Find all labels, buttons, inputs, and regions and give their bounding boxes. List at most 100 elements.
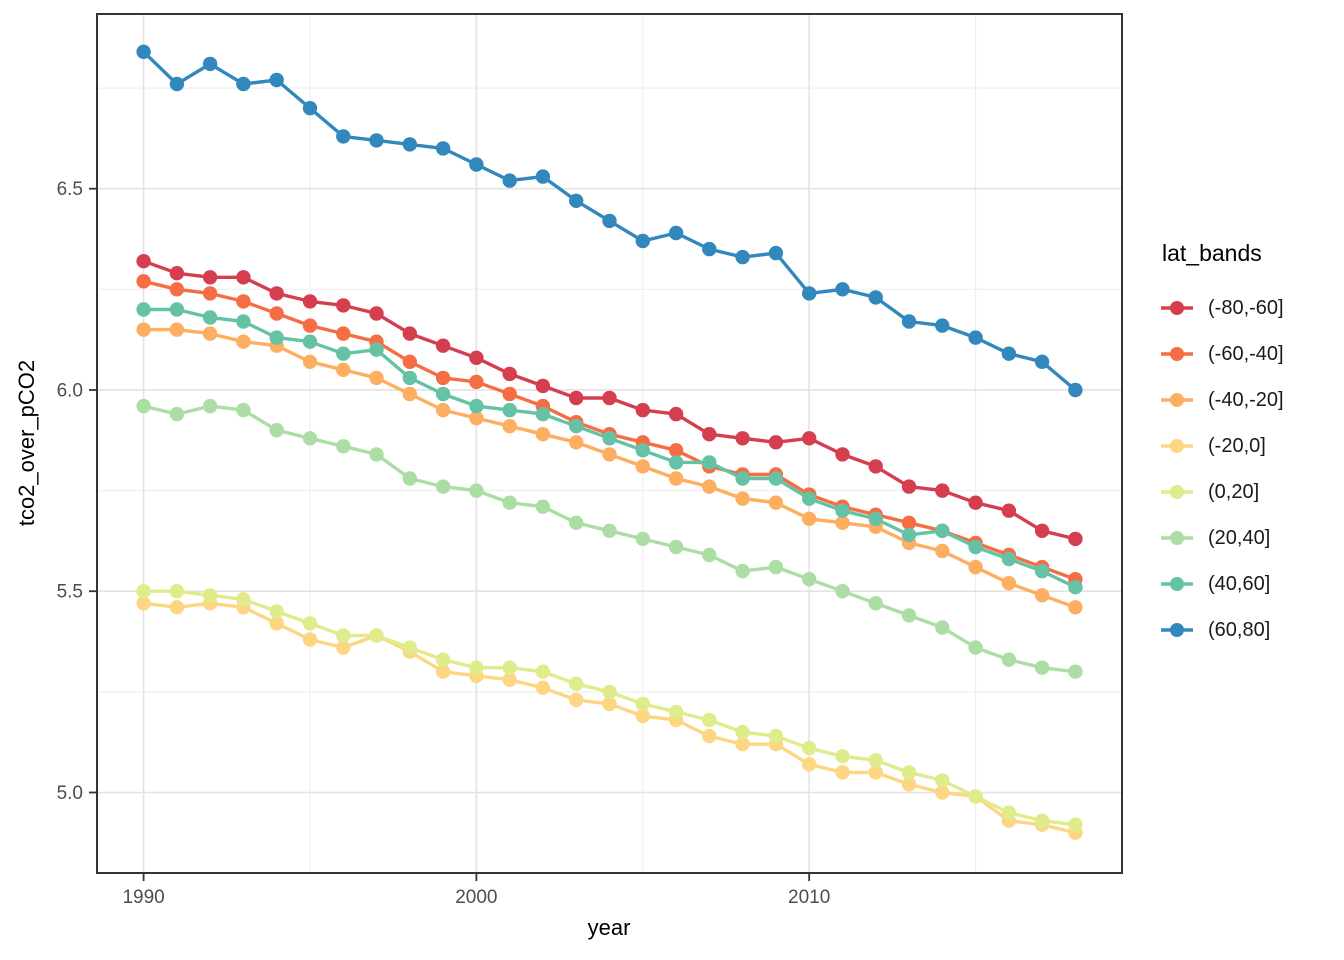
data-point <box>968 495 983 510</box>
data-point <box>1001 576 1017 591</box>
data-point <box>402 640 417 655</box>
data-point <box>735 471 750 486</box>
data-point <box>435 386 451 402</box>
legend-row: (60,80] <box>1156 607 1342 653</box>
data-point <box>136 322 151 337</box>
data-point <box>469 660 484 675</box>
data-point <box>402 137 417 152</box>
data-point <box>868 290 883 305</box>
legend: lat_bands (-80,-60] (-60,-40] (-40,-20] (-2… <box>1156 240 1342 653</box>
data-point <box>269 604 284 619</box>
data-point <box>1034 563 1050 579</box>
legend-row: (-40,-20] <box>1156 377 1342 423</box>
data-point <box>735 491 750 506</box>
data-point <box>835 282 850 297</box>
y-tick-label: 5.5 <box>57 582 83 603</box>
data-point <box>169 600 185 615</box>
data-point <box>1034 354 1050 369</box>
data-point <box>169 76 185 92</box>
data-point <box>202 326 218 341</box>
legend-key-icon <box>1161 531 1193 545</box>
data-point <box>968 789 983 804</box>
data-point <box>535 664 551 679</box>
data-point <box>768 435 784 450</box>
data-point <box>835 515 850 530</box>
data-point <box>402 370 417 386</box>
data-point <box>901 479 917 494</box>
data-point <box>935 773 950 788</box>
data-point <box>169 584 185 599</box>
y-tick-label: 6.0 <box>57 380 83 401</box>
data-point <box>668 704 684 720</box>
legend-row: (-20,0] <box>1156 423 1342 469</box>
legend-entries: (-80,-60] (-60,-40] (-40,-20] (-20,0] (0,20]… <box>1156 285 1342 653</box>
data-point <box>702 241 717 257</box>
data-point <box>935 523 950 538</box>
data-point <box>469 374 484 390</box>
data-point <box>768 559 784 575</box>
data-point <box>336 326 351 341</box>
data-point <box>702 712 717 728</box>
data-point <box>835 584 850 599</box>
data-point <box>469 410 484 426</box>
data-point <box>935 620 950 635</box>
data-point <box>602 431 617 446</box>
data-point <box>901 608 917 623</box>
data-point <box>502 419 517 434</box>
data-point <box>502 366 517 382</box>
x-tick-label: 2010 <box>788 887 830 908</box>
data-point <box>202 56 218 72</box>
data-point <box>302 632 318 647</box>
data-point <box>535 406 551 422</box>
data-point <box>602 684 617 700</box>
data-point <box>435 664 451 679</box>
data-point <box>302 294 318 309</box>
data-point <box>302 431 318 446</box>
data-point <box>569 193 584 208</box>
legend-label: (-40,-20] <box>1208 388 1284 411</box>
data-point <box>1068 600 1083 615</box>
x-tick-label: 1990 <box>122 887 164 908</box>
data-point <box>1001 805 1017 820</box>
x-axis-title: year <box>587 915 631 940</box>
data-point <box>1034 523 1050 538</box>
data-point <box>802 286 817 301</box>
data-point <box>169 266 185 281</box>
legend-label: (-20,0] <box>1208 434 1266 457</box>
legend-row: (-60,-40] <box>1156 331 1342 377</box>
data-point <box>602 447 617 462</box>
legend-key-icon <box>1161 347 1193 361</box>
data-point <box>236 314 251 329</box>
data-point <box>1034 813 1050 828</box>
data-point <box>236 294 251 309</box>
data-point <box>302 354 318 369</box>
data-point <box>668 539 684 555</box>
legend-label: (40,60] <box>1208 572 1271 595</box>
data-point <box>668 406 684 422</box>
data-point <box>469 483 484 498</box>
data-point <box>935 785 950 800</box>
data-point <box>835 447 850 462</box>
data-point <box>835 749 850 764</box>
data-point <box>768 495 784 510</box>
data-point <box>535 378 551 394</box>
data-point <box>269 423 284 438</box>
data-point <box>702 547 717 563</box>
data-point <box>402 386 417 402</box>
data-point <box>269 330 284 345</box>
data-point <box>868 459 883 474</box>
data-point <box>1001 652 1017 667</box>
data-point <box>502 672 517 687</box>
data-point <box>302 318 318 333</box>
data-point <box>868 511 883 526</box>
data-point <box>136 44 151 59</box>
data-point <box>236 592 251 607</box>
data-point <box>202 310 218 325</box>
data-point <box>802 491 817 506</box>
data-point <box>236 76 251 92</box>
data-point <box>1068 531 1083 547</box>
data-point <box>236 334 251 349</box>
data-point <box>735 737 750 752</box>
legend-key-icon <box>1161 439 1193 453</box>
data-point <box>901 765 917 780</box>
